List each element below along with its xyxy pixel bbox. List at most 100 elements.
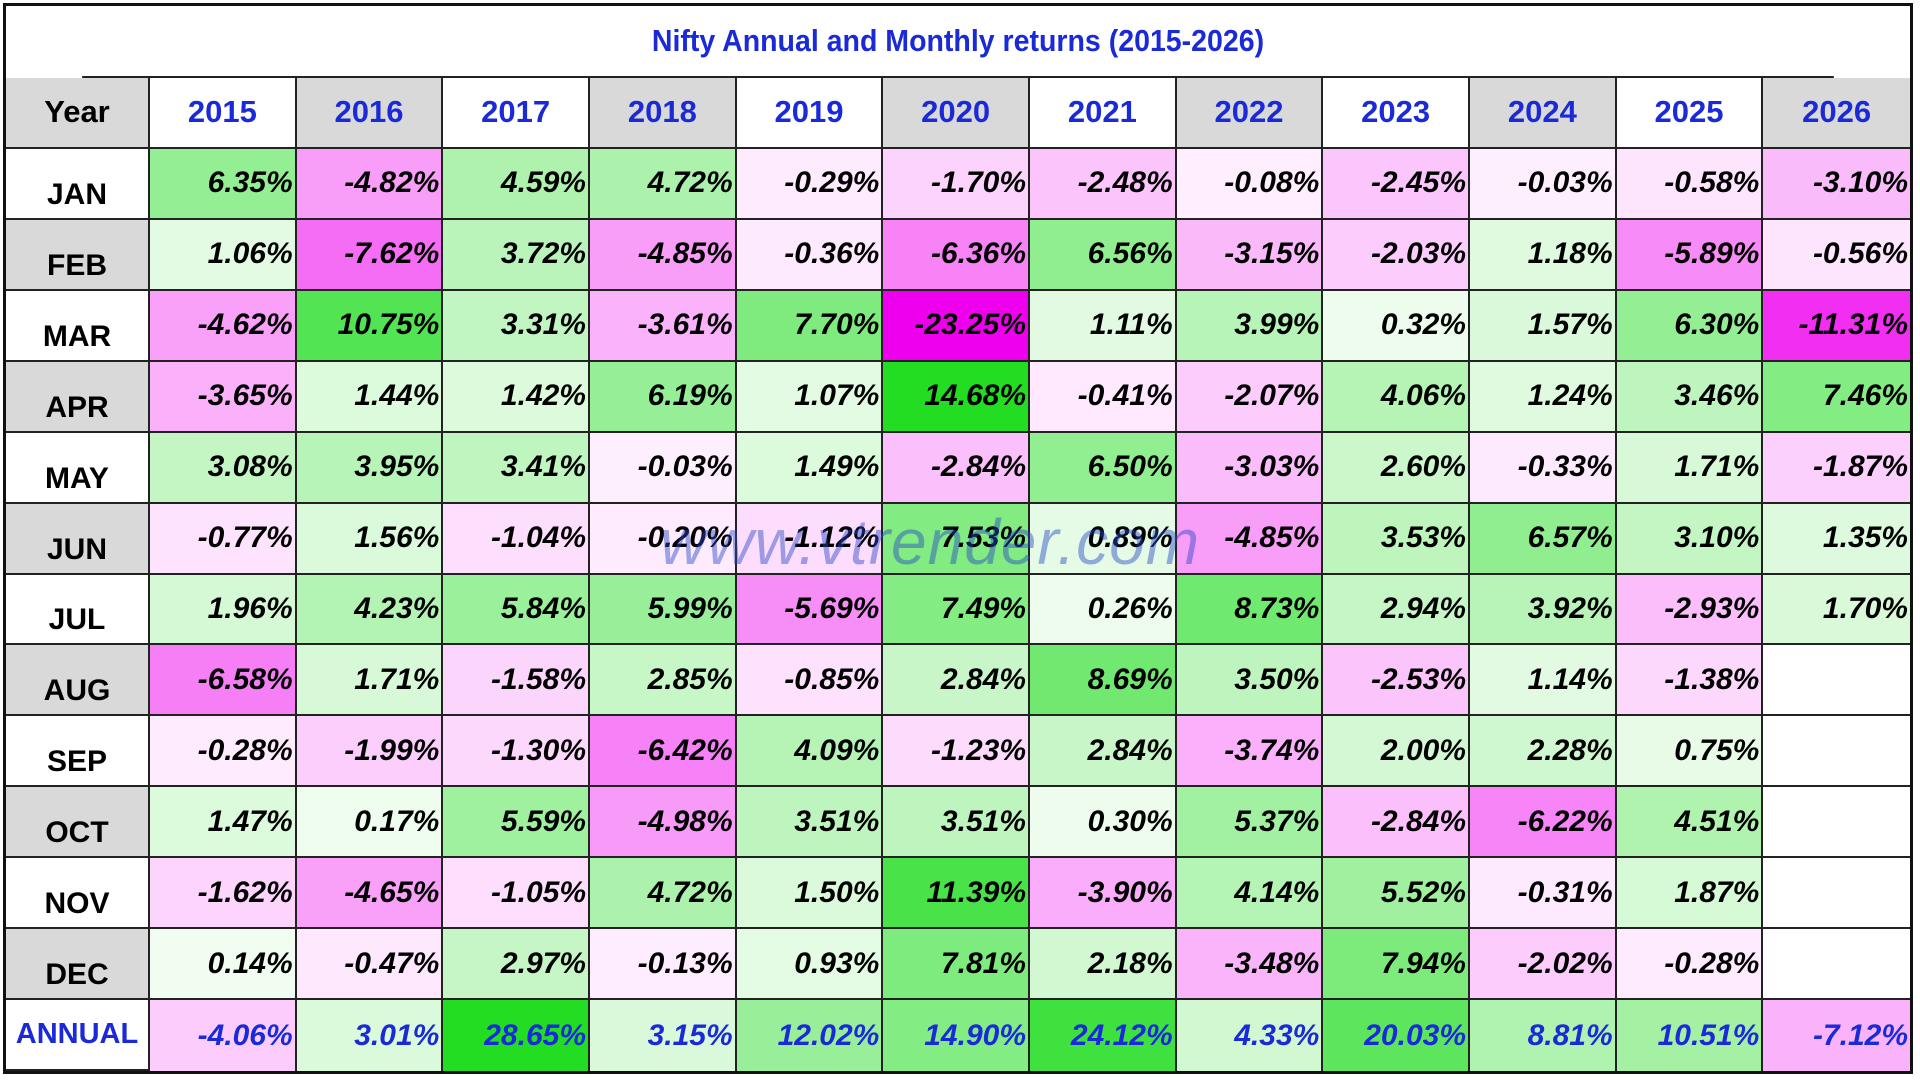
return-cell: 7.46% (1763, 361, 1910, 433)
return-cell: 0.26% (1030, 574, 1177, 646)
year-column-header: 2019 (736, 78, 884, 149)
return-cell: -0.77% (150, 503, 297, 575)
return-cell: -0.28% (1616, 929, 1764, 1001)
returns-grid: Year 2015 2016 2017 2018 2019 2020 2021 2022 2023… (6, 78, 1910, 1071)
return-cell: -4.98% (590, 787, 737, 859)
return-cell: -3.61% (590, 290, 737, 362)
return-cell: -0.13% (590, 929, 737, 1001)
return-cell: 0.75% (1616, 716, 1764, 788)
month-label: JAN (6, 148, 150, 220)
return-cell: 1.11% (1030, 290, 1177, 362)
month-label: FEB (6, 219, 150, 291)
return-cell: -4.82% (296, 148, 444, 220)
return-cell: 1.96% (150, 574, 297, 646)
return-cell: -3.65% (150, 361, 297, 433)
return-cell: 7.94% (1323, 929, 1470, 1001)
table-title: Nifty Annual and Monthly returns (2015-2… (82, 6, 1834, 78)
return-cell: 1.87% (1616, 858, 1764, 930)
return-cell: -1.04% (443, 503, 590, 575)
return-cell: -5.89% (1616, 219, 1764, 291)
return-cell: -1.23% (883, 716, 1030, 788)
return-cell: 5.59% (443, 787, 590, 859)
annual-label: ANNUAL (6, 1000, 150, 1071)
return-cell: -0.47% (296, 929, 444, 1001)
month-label: SEP (6, 716, 150, 788)
return-cell: -1.70% (883, 148, 1030, 220)
return-cell: 4.09% (736, 716, 884, 788)
return-cell: 2.18% (1030, 929, 1177, 1001)
return-cell: 3.99% (1176, 290, 1324, 362)
return-cell: -5.69% (736, 574, 884, 646)
return-cell: 2.84% (883, 645, 1030, 717)
return-cell: 10.75% (296, 290, 444, 362)
return-cell: 4.72% (590, 858, 737, 930)
return-cell: -1.12% (736, 503, 884, 575)
return-cell: -3.15% (1176, 219, 1324, 291)
return-cell: 4.59% (443, 148, 590, 220)
return-cell: -3.74% (1176, 716, 1324, 788)
return-cell: 7.70% (736, 290, 884, 362)
return-cell: -3.03% (1176, 432, 1324, 504)
return-cell: 6.56% (1030, 219, 1177, 291)
return-cell: -6.58% (150, 645, 297, 717)
return-cell: -1.99% (296, 716, 444, 788)
return-cell: 1.71% (296, 645, 444, 717)
year-column-header: 2025 (1616, 78, 1764, 149)
return-cell: -2.02% (1470, 929, 1617, 1001)
return-cell: 1.57% (1470, 290, 1617, 362)
return-cell: 1.49% (736, 432, 884, 504)
year-column-header: 2023 (1323, 78, 1470, 149)
return-cell: -0.29% (736, 148, 884, 220)
return-cell: 3.46% (1616, 361, 1764, 433)
return-cell: -1.58% (443, 645, 590, 717)
return-cell: -2.84% (1323, 787, 1470, 859)
return-cell: 2.60% (1323, 432, 1470, 504)
return-cell: 6.57% (1470, 503, 1617, 575)
return-cell: -2.48% (1030, 148, 1177, 220)
return-cell: 3.72% (443, 219, 590, 291)
return-cell: 0.93% (736, 929, 884, 1001)
return-cell: -1.05% (443, 858, 590, 930)
return-cell: 0.14% (150, 929, 297, 1001)
return-cell: -3.10% (1763, 148, 1910, 220)
return-cell: 3.53% (1323, 503, 1470, 575)
return-cell: 0.30% (1030, 787, 1177, 859)
return-cell: 0.32% (1323, 290, 1470, 362)
return-cell: -2.07% (1176, 361, 1324, 433)
return-cell: -4.62% (150, 290, 297, 362)
return-cell: 1.06% (150, 219, 297, 291)
annual-return-cell: 8.81% (1470, 1000, 1617, 1071)
return-cell: 6.19% (590, 361, 737, 433)
return-cell: 3.50% (1176, 645, 1324, 717)
return-cell: -0.33% (1470, 432, 1617, 504)
return-cell: 8.73% (1176, 574, 1324, 646)
return-cell: 1.24% (1470, 361, 1617, 433)
return-cell: 3.10% (1616, 503, 1764, 575)
annual-return-cell: 24.12% (1030, 1000, 1177, 1071)
return-cell: -0.20% (590, 503, 737, 575)
return-cell: 1.14% (1470, 645, 1617, 717)
month-label: NOV (6, 858, 150, 930)
annual-return-cell: 3.01% (296, 1000, 444, 1071)
year-column-header: 2022 (1176, 78, 1324, 149)
return-cell: 4.51% (1616, 787, 1764, 859)
return-cell: -0.28% (150, 716, 297, 788)
return-cell: -0.08% (1176, 148, 1324, 220)
year-column-header: 2020 (883, 78, 1030, 149)
return-cell: 5.99% (590, 574, 737, 646)
return-cell: 1.71% (1616, 432, 1764, 504)
month-label: MAR (6, 290, 150, 362)
return-cell: 4.14% (1176, 858, 1324, 930)
annual-return-cell: 10.51% (1616, 1000, 1764, 1071)
return-cell: 3.08% (150, 432, 297, 504)
return-cell: -4.85% (1176, 503, 1324, 575)
return-cell: -6.36% (883, 219, 1030, 291)
return-cell: 3.41% (443, 432, 590, 504)
return-cell: 1.70% (1763, 574, 1910, 646)
return-cell: 14.68% (883, 361, 1030, 433)
return-cell: 4.23% (296, 574, 444, 646)
annual-return-cell: 28.65% (443, 1000, 590, 1071)
return-cell (1763, 858, 1910, 930)
year-column-header: 2026 (1763, 78, 1910, 149)
return-cell: 1.42% (443, 361, 590, 433)
